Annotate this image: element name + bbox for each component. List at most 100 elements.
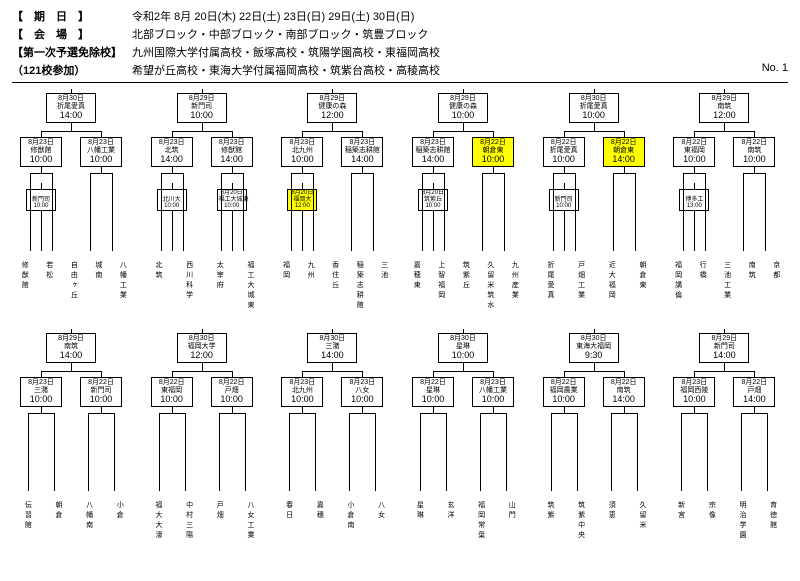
match-date <box>551 190 577 197</box>
match-box: 8月29日 新門司 14:00 <box>699 333 749 363</box>
team-name: 折尾愛真 <box>545 261 555 313</box>
team-name: 八女 <box>376 501 386 553</box>
match-date: 8月22日 <box>475 139 511 147</box>
match-date: 8月23日 <box>23 379 59 387</box>
match-time: 10:00 <box>475 154 511 165</box>
match-box: 8月23日 修猷館 14:00 <box>211 137 253 167</box>
match-box: 8月23日 北九州 10:00 <box>281 377 323 407</box>
bracket: 8月29日 健康の森 10:00 8月23日 稲築志耕館 14:00 8月22日… <box>404 93 527 313</box>
date-value: 令和2年 8月 20日(木) 22日(土) 23日(日) 29日(土) 30日(… <box>132 8 788 24</box>
exempt-value-1: 九州国際大学付属高校・飯塚高校・筑陽学園高校・東福岡高校 <box>132 44 788 60</box>
match-box: 8月23日 北筑 14:00 <box>151 137 193 167</box>
match-time: 14:00 <box>310 350 354 361</box>
match-time: 10:00 <box>180 110 224 121</box>
match-date: 8月22日 <box>415 379 451 387</box>
match-date: 8月30日 <box>572 335 616 343</box>
match-venue: 新門司 <box>83 387 119 395</box>
match-time: 10:00 <box>159 203 185 210</box>
match-date: 8月20日 <box>289 190 315 197</box>
match-venue: 福岡西陵 <box>676 387 712 395</box>
team-name: 福岡 <box>281 261 291 313</box>
match-date: 8月22日 <box>676 139 712 147</box>
match-date: 8月22日 <box>736 379 772 387</box>
team-name: 新宮 <box>676 501 686 553</box>
match-time: 13:00 <box>681 203 707 210</box>
team-name: 三池 <box>379 261 389 313</box>
match-time: 14:00 <box>154 154 190 165</box>
team-name: 西川科学 <box>184 261 194 313</box>
team-name: 近大福岡 <box>606 261 616 313</box>
match-box: 8月23日 稲築志耕館 14:00 <box>341 137 383 167</box>
team-name: 戸畑 <box>214 501 224 553</box>
match-time: 12:00 <box>702 110 746 121</box>
match-time: 10:00 <box>441 110 485 121</box>
match-venue: 新門司 <box>28 197 54 204</box>
match-box: 8月30日 折尾愛真 10:00 <box>569 93 619 123</box>
team-name: 自由ヶ丘 <box>68 261 78 313</box>
exempt-value-2: 希望が丘高校・東海大学付属福岡高校・筑紫台高校・高稜高校 <box>132 62 728 78</box>
match-venue: 折尾愛真 <box>49 103 93 111</box>
team-name: 八幡工業 <box>117 261 127 313</box>
match-date: 8月29日 <box>702 95 746 103</box>
count-label: （121校参加） <box>12 62 132 78</box>
match-time: 10:00 <box>551 203 577 210</box>
bracket: 8月29日 南筑 14:00 8月23日 三潴 10:00 8月22日 新門司 … <box>12 333 135 553</box>
match-venue: 八幡工業 <box>475 387 511 395</box>
match-time: 10:00 <box>344 394 380 405</box>
match-venue: 新門司 <box>551 197 577 204</box>
match-box: 8月22日 南筑 14:00 <box>603 377 645 407</box>
match-box: 8月29日 健康の森 12:00 <box>307 93 357 123</box>
match-time: 14:00 <box>415 154 451 165</box>
match-date: 8月23日 <box>344 379 380 387</box>
match-venue: 八女 <box>344 387 380 395</box>
match-box: 8月30日 東海大福岡 9:30 <box>569 333 619 363</box>
match-date: 8月23日 <box>154 139 190 147</box>
team-list: 星琳玄洋福岡常葉山門 <box>404 501 527 553</box>
team-name: 福大大濠 <box>153 501 163 553</box>
match-box: 8月22日 星琳 10:00 <box>412 377 454 407</box>
team-name: 福岡講倫 <box>673 261 683 313</box>
match-venue: 折尾愛真 <box>546 147 582 155</box>
match-time: 12:00 <box>180 350 224 361</box>
match-time: 12:00 <box>310 110 354 121</box>
match-time: 10:00 <box>214 394 250 405</box>
match-time: 10:00 <box>83 154 119 165</box>
match-time: 9:30 <box>572 350 616 361</box>
bracket: 8月30日 福岡大学 12:00 8月22日 東福岡 10:00 8月22日 戸… <box>143 333 266 553</box>
match-venue: 朝倉東 <box>475 147 511 155</box>
match-venue: 南筑 <box>702 103 746 111</box>
match-venue: 福岡大学 <box>180 343 224 351</box>
bracket: 8月29日 新門司 10:00 8月23日 北筑 14:00 8月23日 修猷館… <box>143 93 266 313</box>
match-time: 10:00 <box>572 110 616 121</box>
venue-label: 【 会 場 】 <box>12 26 132 42</box>
match-venue: 新門司 <box>180 103 224 111</box>
match-venue: 南筑 <box>49 343 93 351</box>
team-name: 九州産業 <box>509 261 519 313</box>
match-venue: 南筑 <box>606 387 642 395</box>
match-time: 10:00 <box>415 394 451 405</box>
team-name: 宗像 <box>706 501 716 553</box>
team-name: 太宰府 <box>214 261 224 313</box>
match-venue: 北筑 <box>154 147 190 155</box>
match-box: 8月30日 福岡大学 12:00 <box>177 333 227 363</box>
team-name: 小倉 <box>114 501 124 553</box>
venue-value: 北部ブロック・中部ブロック・南部ブロック・筑豊ブロック <box>132 26 788 42</box>
team-name: 嘉穂東 <box>411 261 421 313</box>
team-name: 久留米 <box>637 501 647 553</box>
match-time: 14:00 <box>702 350 746 361</box>
match-box: 8月30日 三潴 14:00 <box>307 333 357 363</box>
match-date: 8月23日 <box>415 139 451 147</box>
match-box: 8月23日 修猷館 10:00 <box>20 137 62 167</box>
team-list: 福岡講倫行橋三池工業南筑京都 <box>665 261 788 313</box>
match-date: 8月23日 <box>284 139 320 147</box>
match-venue: 北九州 <box>284 387 320 395</box>
match-date: 8月23日 <box>344 139 380 147</box>
match-date: 8月23日 <box>23 139 59 147</box>
team-name: 北筑 <box>153 261 163 313</box>
match-date: 8月22日 <box>83 379 119 387</box>
match-date: 8月29日 <box>310 95 354 103</box>
match-venue: 東福岡 <box>154 387 190 395</box>
match-date: 8月29日 <box>180 95 224 103</box>
match-venue: 折尾愛真 <box>572 103 616 111</box>
team-name: 中村三陽 <box>184 501 194 553</box>
